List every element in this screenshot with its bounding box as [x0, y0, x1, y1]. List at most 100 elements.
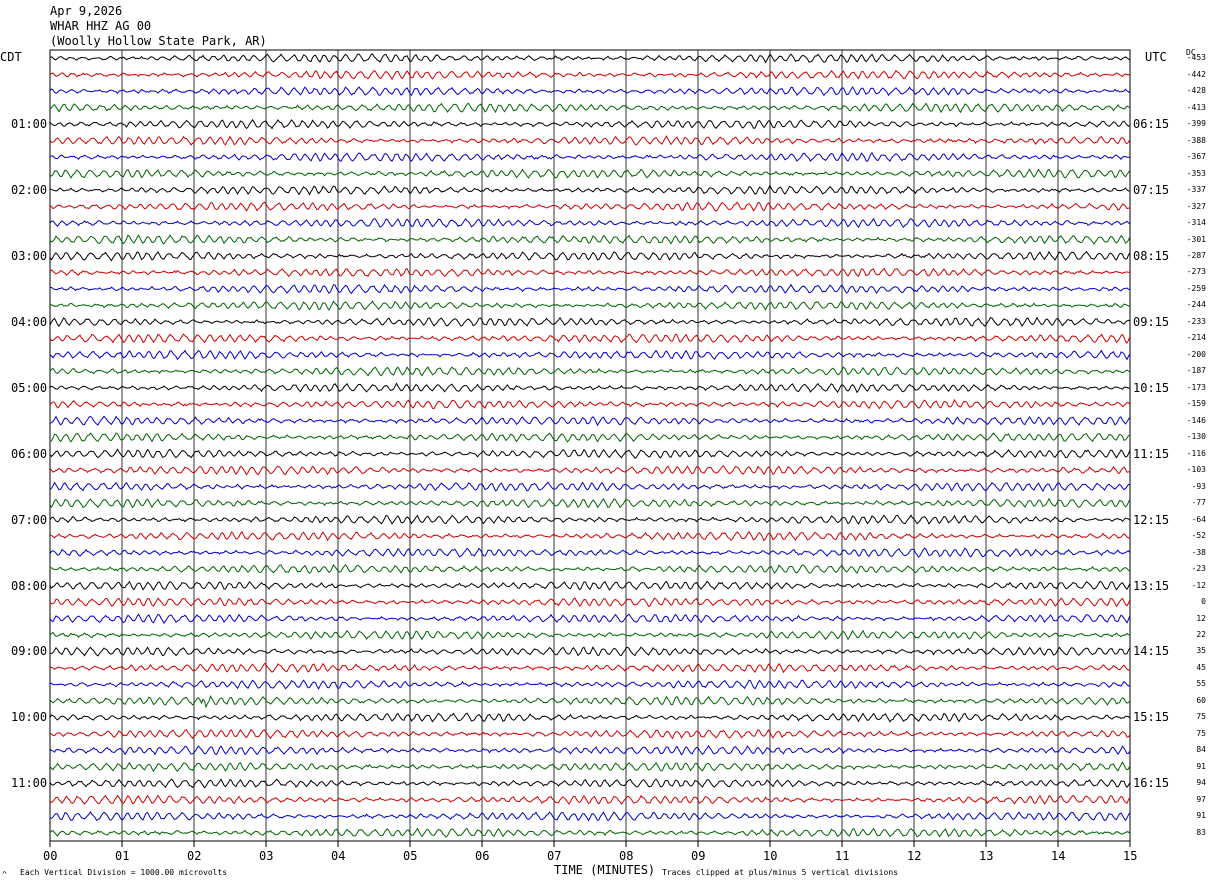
dc-offset-label: -23	[1191, 564, 1206, 574]
left-timezone-label: CDT	[0, 50, 22, 64]
trace-row	[49, 151, 1131, 163]
dc-offset-label: -273	[1186, 267, 1206, 277]
plot-frame	[49, 49, 1131, 842]
trace-row	[49, 234, 1131, 245]
x-tick-label: 11	[835, 849, 850, 863]
right-time-label: 13:15	[1133, 578, 1170, 593]
trace-row	[49, 201, 1131, 212]
header-location: (Woolly Hollow State Park, AR)	[50, 34, 267, 48]
dc-label: DC	[1186, 48, 1196, 57]
dc-offset-label: 97	[1196, 794, 1206, 804]
trace-row	[49, 448, 1131, 460]
x-axis-title: TIME (MINUTES)	[554, 863, 656, 877]
trace-row	[49, 694, 1131, 709]
x-tick-label: 01	[115, 849, 130, 863]
trace-row	[49, 514, 1131, 525]
trace-row	[49, 184, 1131, 196]
dc-offset-label: -301	[1186, 234, 1206, 244]
right-time-label: 16:15	[1133, 776, 1170, 791]
trace-row	[49, 283, 1131, 295]
dc-offset-label: -367	[1186, 152, 1206, 162]
right-time-label: 08:15	[1133, 248, 1170, 263]
right-timezone-label: UTC	[1145, 50, 1167, 64]
dc-offset-label: 0	[1201, 597, 1206, 607]
left-time-label: 10:00	[11, 710, 48, 725]
trace-row	[49, 827, 1131, 838]
right-time-label: 09:15	[1133, 314, 1170, 329]
right-time-label: 10:15	[1133, 380, 1170, 395]
trace-row	[49, 398, 1131, 410]
trace-row	[49, 415, 1131, 427]
dc-offset-label: -77	[1191, 498, 1206, 508]
trace-row	[49, 267, 1131, 278]
header-date: Apr 9,2026	[50, 4, 123, 18]
left-time-label: 04:00	[11, 314, 48, 329]
dc-offset-label: 35	[1196, 646, 1206, 656]
dc-offset-label: 84	[1196, 745, 1206, 755]
trace-row	[49, 810, 1131, 822]
trace-row	[50, 563, 1131, 575]
trace-row	[49, 761, 1131, 773]
trace-row	[49, 778, 1131, 789]
trace-row	[49, 333, 1131, 344]
left-time-label: 05:00	[11, 380, 48, 395]
dc-offset-label: -38	[1191, 547, 1206, 557]
footer-clip-note: Traces clipped at plus/minus 5 vertical …	[662, 868, 899, 877]
trace-row	[49, 102, 1130, 114]
dc-offset-label: -200	[1186, 349, 1206, 359]
dc-offset-label: 75	[1196, 712, 1206, 722]
left-time-label: 03:00	[11, 248, 48, 263]
right-time-label: 07:15	[1133, 183, 1170, 198]
x-tick-label: 00	[43, 849, 58, 863]
dc-offset-label: 94	[1196, 778, 1206, 788]
x-tick-label: 09	[691, 849, 706, 863]
right-time-label: 14:15	[1133, 644, 1170, 659]
x-tick-label: 14	[1051, 849, 1066, 863]
trace-row	[49, 316, 1131, 327]
trace-row	[49, 712, 1131, 723]
trace-row	[49, 250, 1131, 262]
x-tick-label: 02	[187, 849, 202, 863]
dc-offset-label: -52	[1191, 531, 1206, 541]
trace-row	[49, 69, 1131, 81]
x-tick-label: 06	[475, 849, 490, 863]
dc-offset-label: 12	[1196, 613, 1206, 623]
right-time-label: 11:15	[1133, 446, 1170, 461]
trace-row	[49, 481, 1131, 493]
x-tick-label: 08	[619, 849, 634, 863]
dc-offset-label: -130	[1186, 432, 1206, 442]
trace-row	[49, 349, 1131, 361]
trace-row	[49, 382, 1131, 394]
left-time-label: 07:00	[11, 512, 48, 527]
trace-row	[49, 135, 1131, 146]
trace-row	[49, 646, 1131, 657]
x-tick-label: 15	[1123, 849, 1138, 863]
trace-row	[49, 86, 1131, 97]
dc-offset-label: 45	[1196, 662, 1206, 672]
trace-row	[49, 118, 1131, 130]
trace-row	[49, 679, 1131, 690]
trace-row	[49, 53, 1131, 64]
dc-offset-label: -259	[1186, 283, 1206, 293]
x-tick-label: 07	[547, 849, 562, 863]
dc-offset-label: -187	[1186, 366, 1206, 376]
dc-offset-label: -64	[1191, 514, 1206, 524]
left-time-label: 02:00	[11, 183, 48, 198]
trace-row	[49, 662, 1131, 674]
right-time-label: 15:15	[1133, 710, 1170, 725]
right-time-label: 12:15	[1133, 512, 1170, 527]
dc-offset-label: -93	[1191, 481, 1206, 491]
dc-offset-label: 83	[1196, 827, 1206, 837]
dc-offset-label: 60	[1196, 695, 1206, 705]
dc-offset-label: -413	[1186, 102, 1206, 112]
trace-row	[49, 597, 1131, 608]
x-tick-label: 12	[907, 849, 922, 863]
trace-row	[49, 794, 1131, 805]
dc-offset-label: 22	[1196, 630, 1206, 639]
dc-offset-label: -12	[1191, 580, 1206, 590]
dc-offset-label: -428	[1186, 86, 1206, 96]
dc-offset-label: -116	[1186, 448, 1206, 458]
trace-row	[49, 366, 1131, 377]
dc-offset-label: -337	[1186, 185, 1206, 195]
dc-offset-label: -287	[1186, 250, 1206, 260]
